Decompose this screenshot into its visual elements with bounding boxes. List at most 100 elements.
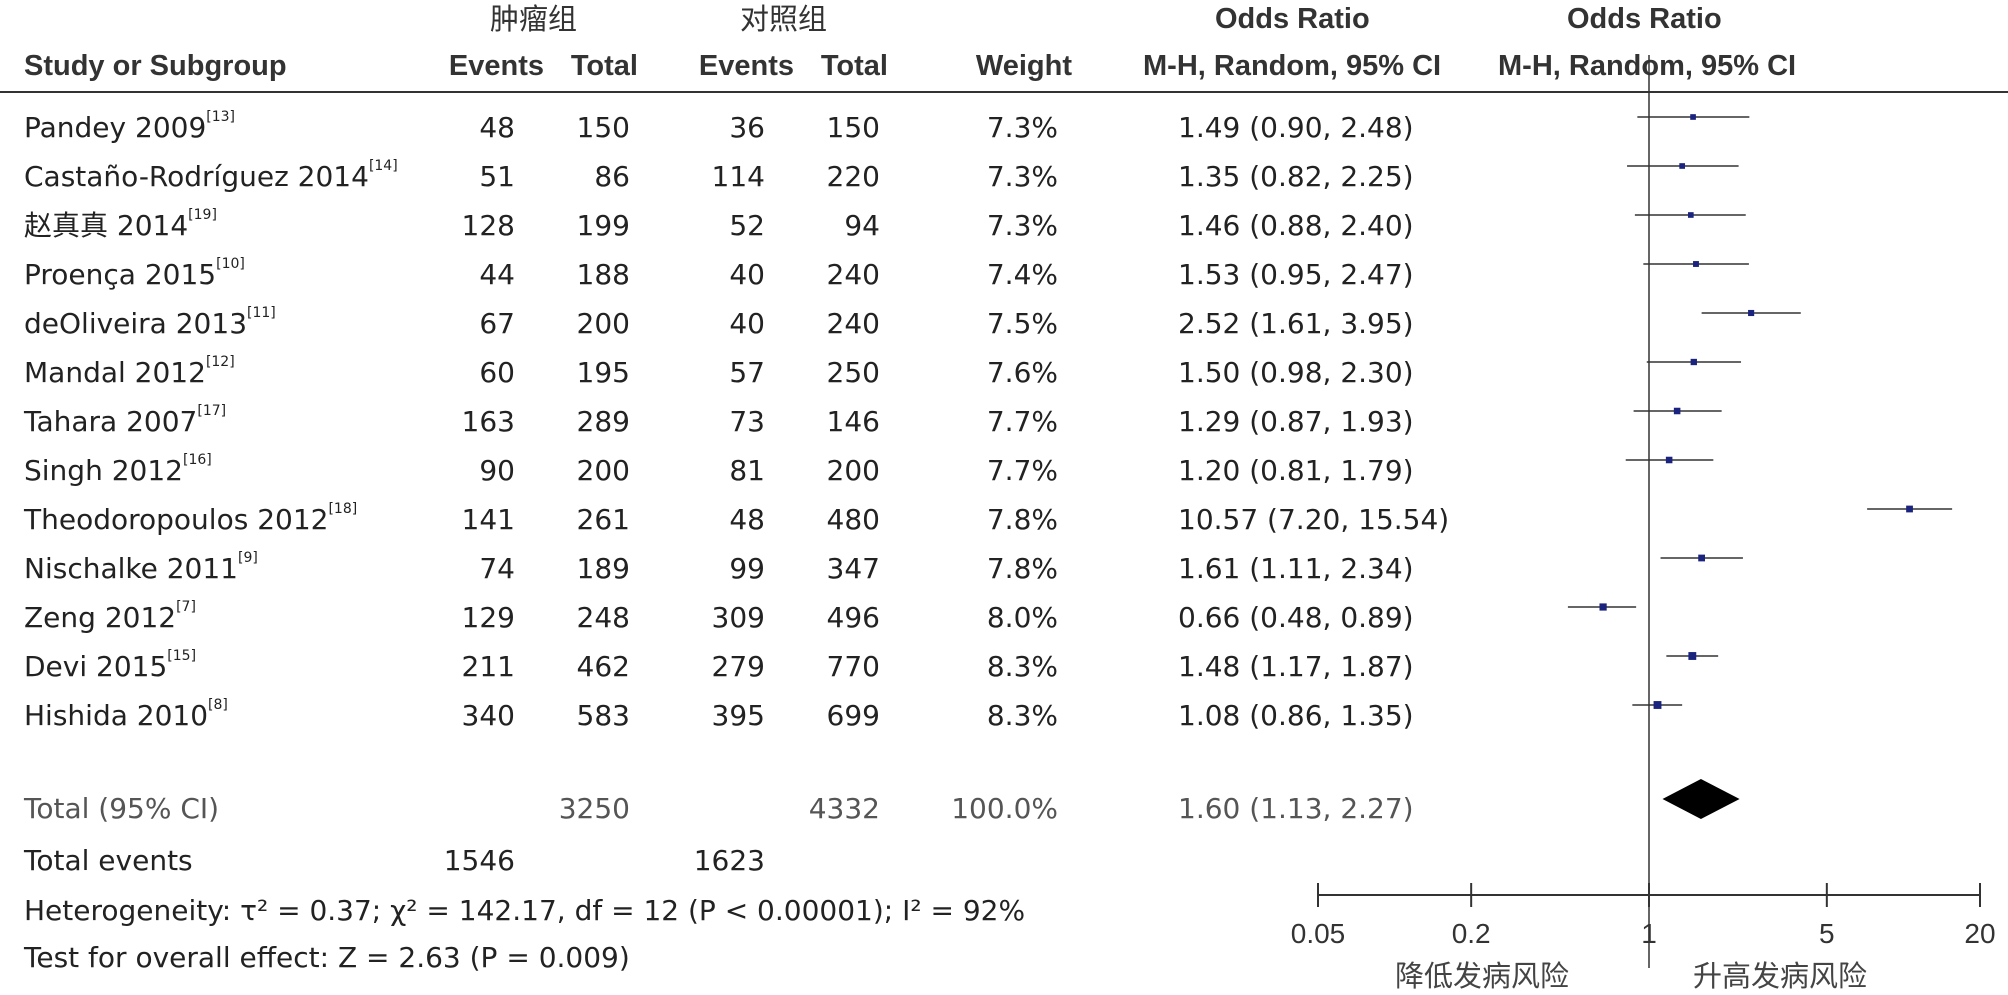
- events-control: 309: [711, 601, 765, 634]
- weight: 8.3%: [986, 699, 1058, 732]
- total-header-tumor: Total: [570, 50, 638, 82]
- effect-point: [1665, 456, 1673, 464]
- events-header-control: Events: [698, 50, 794, 82]
- study-name: Mandal 2012[12]: [24, 355, 235, 389]
- x-tick-label: 5: [1819, 918, 1835, 949]
- favours-left-label: 降低发病风险: [1395, 959, 1570, 993]
- weight: 7.4%: [986, 258, 1058, 291]
- weight: 7.8%: [986, 503, 1058, 536]
- favours-right-label: 升高发病风险: [1693, 959, 1868, 993]
- events-tumor: 90: [479, 454, 515, 487]
- events-control: 48: [729, 503, 765, 536]
- ci-header-right: M-H, Random, 95% CI: [1498, 50, 1797, 82]
- weight: 7.3%: [986, 160, 1058, 193]
- study-name-text: Proença 2015: [24, 258, 217, 291]
- study-name-text: Pandey 2009: [24, 111, 207, 144]
- total-events-control: 1623: [693, 844, 765, 877]
- or-text: 2.52 (1.61, 3.95): [1178, 307, 1414, 340]
- study-name: Hishida 2010[8]: [24, 698, 228, 732]
- x-tick-label: 1: [1641, 918, 1657, 949]
- events-tumor: 163: [461, 405, 515, 438]
- x-tick-label: 20: [1964, 918, 1995, 949]
- study-name: deOliveira 2013[11]: [24, 306, 276, 340]
- total-label: Total (95% CI): [24, 792, 220, 825]
- study-name-text: Devi 2015: [24, 650, 168, 683]
- weight: 8.0%: [986, 601, 1058, 634]
- effect-point: [1906, 505, 1913, 513]
- total-tumor: 3250: [558, 792, 630, 825]
- effect-point: [1688, 652, 1697, 660]
- study-name-text: Singh 2012: [24, 454, 183, 487]
- study-name: Devi 2015[15]: [24, 649, 196, 683]
- study-name: Theodoropoulos 2012[18]: [24, 502, 357, 534]
- study-reference: [19]: [188, 207, 217, 223]
- or-text: 1.61 (1.11, 2.34): [1178, 552, 1414, 585]
- study-reference: [14]: [368, 158, 398, 174]
- total-tumor: 86: [594, 160, 630, 193]
- events-tumor: 44: [479, 258, 515, 291]
- x-tick-label: 0.2: [1452, 918, 1491, 949]
- or-text: 1.50 (0.98, 2.30): [1178, 356, 1414, 389]
- total-tumor: 200: [576, 307, 630, 340]
- total-control: 770: [826, 650, 880, 683]
- events-tumor: 67: [479, 307, 515, 340]
- weight: 7.7%: [986, 454, 1058, 487]
- weight: 7.3%: [986, 209, 1058, 242]
- total-control: 480: [826, 503, 880, 536]
- heterogeneity-text: Heterogeneity: τ² = 0.37; χ² = 142.17, d…: [24, 894, 1026, 927]
- total-events-label: Total events: [24, 844, 193, 877]
- weight: 7.6%: [986, 356, 1058, 389]
- total-control: 240: [826, 258, 880, 291]
- total-tumor: 200: [576, 454, 630, 487]
- study-name: Singh 2012[16]: [24, 453, 212, 487]
- total-control: 347: [826, 552, 880, 585]
- events-tumor: 128: [461, 209, 515, 242]
- study-name-text: Mandal 2012: [24, 356, 206, 389]
- study-name-text: deOliveira 2013: [24, 307, 248, 340]
- events-control: 36: [729, 111, 765, 144]
- events-control: 40: [729, 307, 765, 340]
- study-name-text: Hishida 2010: [24, 699, 209, 732]
- events-tumor: 129: [461, 601, 515, 634]
- events-control: 99: [729, 552, 765, 585]
- events-control: 395: [711, 699, 765, 732]
- weight: 7.8%: [986, 552, 1058, 585]
- study-name-text: 赵真真 2014: [24, 209, 189, 242]
- or-text: 1.08 (0.86, 1.35): [1178, 699, 1414, 732]
- total-tumor: 248: [576, 601, 630, 634]
- weight-header: Weight: [975, 50, 1072, 82]
- events-tumor: 211: [461, 650, 515, 683]
- or-text: 1.49 (0.90, 2.48): [1178, 111, 1414, 144]
- pooled-diamond: [1662, 779, 1740, 819]
- or-text: 1.35 (0.82, 2.25): [1178, 160, 1414, 193]
- or-text: 1.20 (0.81, 1.79): [1178, 454, 1414, 487]
- total-header-control: Total: [820, 50, 888, 82]
- study-reference: [10]: [216, 256, 245, 272]
- or-text: 10.57 (7.20, 15.54): [1178, 503, 1450, 536]
- or-text: 0.66 (0.48, 0.89): [1178, 601, 1414, 634]
- or-text: 1.53 (0.95, 2.47): [1178, 258, 1414, 291]
- total-tumor: 462: [576, 650, 630, 683]
- total-control: 250: [826, 356, 880, 389]
- events-control: 114: [711, 160, 765, 193]
- events-tumor: 51: [479, 160, 515, 193]
- events-control: 40: [729, 258, 765, 291]
- study-reference: [16]: [182, 452, 212, 468]
- study-name-text: Tahara 2007: [24, 405, 198, 438]
- study-name: Castaño-Rodríguez 2014[14]: [24, 159, 398, 191]
- total-control: 200: [826, 454, 880, 487]
- events-control: 279: [711, 650, 765, 683]
- effect-point: [1687, 212, 1694, 218]
- or-text: 1.29 (0.87, 1.93): [1178, 405, 1414, 438]
- total-tumor: 261: [576, 503, 630, 536]
- study-name: 赵真真 2014[19]: [24, 208, 217, 242]
- study-name: Tahara 2007[17]: [24, 404, 226, 438]
- events-control: 81: [729, 454, 765, 487]
- weight: 7.5%: [986, 307, 1058, 340]
- study-name: Zeng 2012[7]: [24, 600, 196, 632]
- total-tumor: 289: [576, 405, 630, 438]
- or-text: 1.46 (0.88, 2.40): [1178, 209, 1414, 242]
- weight: 7.3%: [986, 111, 1058, 144]
- total-control: 496: [826, 601, 880, 634]
